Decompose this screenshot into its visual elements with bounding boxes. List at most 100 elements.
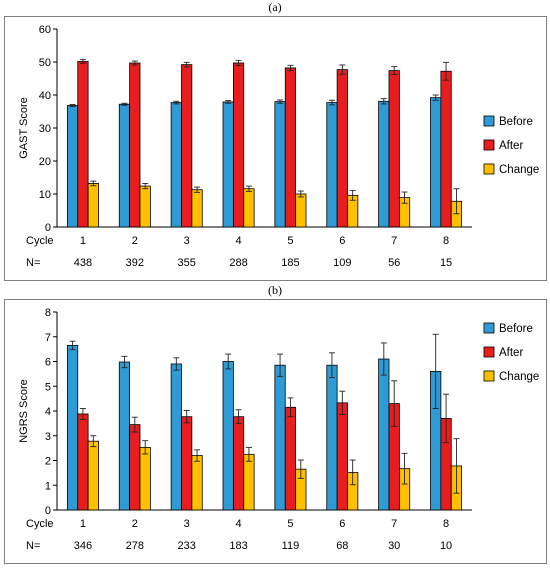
chart-b-bar-after — [336, 402, 348, 511]
chart-b-bar-change — [191, 455, 203, 511]
chart-b-legend-swatch-after — [483, 346, 495, 358]
chart-a-n-value: 56 — [388, 257, 400, 269]
chart-a-y-tick-label: 10 — [39, 189, 51, 201]
chart-b-x-tick-label: 5 — [287, 518, 293, 530]
chart-a-bar-before — [118, 103, 131, 228]
chart-b-y-tick-label: 8 — [45, 307, 51, 319]
chart-a-legend-label-after: After — [499, 140, 523, 152]
chart-b-x-tick-label: 8 — [443, 518, 449, 530]
chart-a-bar-change — [139, 185, 151, 228]
chart-a-x-tick-label: 5 — [287, 235, 293, 247]
chart-a-x-tick-label: 4 — [236, 235, 242, 247]
chart-b-bar-before — [118, 361, 131, 511]
chart-b-legend-label-before: Before — [499, 323, 533, 335]
chart-b-bar-change — [243, 453, 255, 511]
chart-a-y-tick-label: 20 — [39, 156, 51, 168]
chart-b-bar-after — [284, 406, 297, 511]
chart-a-bar-after — [388, 70, 400, 228]
chart-b-x-tick-label: 1 — [80, 518, 86, 530]
chart-a-n-value: 392 — [126, 257, 144, 269]
chart-a-bar-after — [336, 69, 348, 228]
chart-a-x-tick-label: 1 — [80, 235, 86, 247]
chart-a-legend-swatch-before — [483, 115, 495, 127]
chart-b-n-value: 233 — [178, 540, 196, 552]
panel-a-label: (a) — [268, 0, 282, 14]
chart-a-y-tick-label: 60 — [39, 24, 51, 36]
chart-b-n-value: 278 — [126, 540, 144, 552]
chart-b-y-tick-label: 6 — [45, 357, 51, 369]
chart-b-y-tick-label: 2 — [45, 456, 51, 468]
chart-b-y-tick-label: 0 — [45, 505, 51, 517]
chart-a-x-tick-label: 3 — [184, 235, 190, 247]
chart-a-legend-swatch-change — [483, 163, 495, 175]
chart-b-x-tick-label: 4 — [236, 518, 242, 530]
chart-a-x-tick-label: 6 — [339, 235, 345, 247]
chart-b-x-tick-label: 3 — [184, 518, 190, 530]
chart-b-bar-after — [129, 424, 141, 511]
chart-b-x-tick-label: 2 — [132, 518, 138, 530]
chart-a-cycle-label: Cycle — [26, 235, 54, 247]
chart-a-bar-change — [191, 189, 203, 228]
chart-a-legend-label-change: Change — [499, 164, 539, 176]
chart-b-n-label: N= — [26, 540, 40, 552]
chart-a-n-value: 288 — [229, 257, 247, 269]
chart-a-bar-before — [66, 105, 79, 228]
chart-b-bar-before — [274, 364, 286, 511]
chart-a-bar-before — [430, 97, 442, 228]
chart-b-bar-after — [77, 413, 89, 511]
chart-b-n-value: 30 — [388, 540, 400, 552]
chart-b-bar-change — [87, 440, 99, 511]
chart-b-bar-change — [139, 446, 151, 511]
chart-a-x-tick-label: 2 — [132, 235, 138, 247]
chart-a-x-tick-label: 7 — [391, 235, 397, 247]
chart-b-legend-label-change: Change — [499, 371, 539, 383]
chart-a-bar-after — [440, 70, 452, 228]
chart-b-n-value: 346 — [74, 540, 92, 552]
chart-a-bar-after — [181, 64, 193, 228]
chart-a-legend-swatch-after — [483, 139, 495, 151]
chart-b-x-tick-label: 7 — [391, 518, 397, 530]
chart-b-bar-after — [181, 416, 193, 511]
chart-b-legend-swatch-before — [483, 322, 495, 334]
chart-a-y-axis-title: GAST Score — [18, 97, 30, 159]
panel-b-label: (b) — [268, 283, 282, 297]
chart-b-bar-before — [378, 358, 390, 511]
chart-a-x-tick-label: 8 — [443, 235, 449, 247]
chart-b-legend-label-after: After — [499, 347, 523, 359]
chart-a-bar-before — [378, 100, 390, 228]
chart-a-bar-after — [284, 67, 297, 228]
chart-a-y-tick-label: 50 — [39, 57, 51, 69]
chart-a-n-label: N= — [26, 257, 40, 269]
chart-b-cycle-label: Cycle — [26, 518, 54, 530]
chart-a-bar-before — [326, 102, 338, 228]
chart-b-y-tick-label: 7 — [45, 332, 51, 344]
chart-a-y-tick-label: 0 — [45, 222, 51, 234]
chart-b-n-value: 68 — [336, 540, 348, 552]
chart-a-bar-before — [170, 102, 182, 228]
chart-a-bar-after — [77, 60, 89, 228]
chart-b-bar-before — [222, 361, 234, 511]
chart-b-n-value: 119 — [282, 540, 300, 552]
chart-b-bar-before — [66, 345, 79, 511]
chart-a-bar-change — [87, 183, 99, 228]
chart-a-n-value: 185 — [281, 257, 299, 269]
chart-a-n-value: 15 — [440, 257, 452, 269]
chart-b-bar-before — [326, 364, 338, 511]
chart-b-x-tick-label: 6 — [339, 518, 345, 530]
chart-b-y-tick-label: 3 — [45, 431, 51, 443]
chart-a-bar-before — [274, 101, 286, 228]
chart-a-y-tick-label: 30 — [39, 123, 51, 135]
chart-b-legend-swatch-change — [483, 370, 495, 382]
chart-a-bar-change — [295, 193, 307, 228]
chart-b-y-tick-label: 4 — [45, 406, 51, 418]
chart-b-n-value: 10 — [440, 540, 452, 552]
chart-b-y-tick-label: 1 — [45, 480, 51, 492]
chart-a-bar-before — [222, 101, 234, 228]
chart-b-n-value: 183 — [229, 540, 247, 552]
chart-a-bar-after — [129, 62, 141, 228]
chart-a-bar-change — [243, 188, 255, 228]
chart-a-n-value: 438 — [74, 257, 92, 269]
chart-a-bar-after — [232, 62, 245, 228]
chart-a-legend-label-before: Before — [499, 116, 533, 128]
